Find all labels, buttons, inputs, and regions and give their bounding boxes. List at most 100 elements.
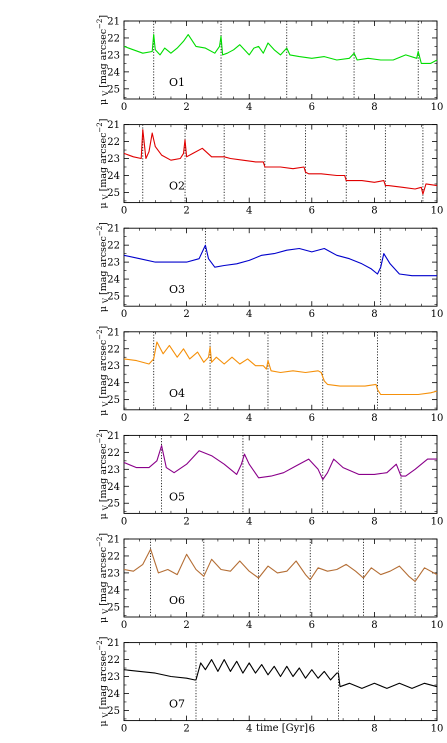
x-tick-label: 2 xyxy=(183,102,189,113)
x-tick-label: 10 xyxy=(431,309,444,320)
y-tick-label: 23 xyxy=(107,672,120,683)
y-tick-label: 21 xyxy=(107,535,120,546)
x-tick-label: 4 xyxy=(246,620,252,631)
y-tick-label: 23 xyxy=(107,465,120,476)
y-axis-title: μ V [mag arcsec−2] xyxy=(96,15,110,105)
y-tick-label: 21 xyxy=(107,327,120,338)
panel-label: O2 xyxy=(169,180,185,193)
y-axis-title: μ V [mag arcsec−2] xyxy=(96,119,110,209)
panel-label: O1 xyxy=(169,76,185,89)
y-axis-title-exp: −2 xyxy=(96,329,104,339)
y-tick-label: 25 xyxy=(107,84,120,95)
series-line-o5 xyxy=(123,445,437,481)
x-tick-label: 0 xyxy=(121,309,127,320)
x-tick-label: 0 xyxy=(121,413,127,424)
y-axis-title-close: ] xyxy=(98,119,109,123)
x-tick-label: 6 xyxy=(309,206,315,217)
y-axis-title-close: ] xyxy=(98,533,109,537)
x-tick-label: 8 xyxy=(371,413,377,424)
x-tick-label: 2 xyxy=(183,516,189,527)
y-axis-title-mu: μ xyxy=(98,303,109,312)
x-tick-label: 6 xyxy=(309,102,315,113)
x-tick-label: 2 xyxy=(183,206,189,217)
x-tick-label: 4 xyxy=(246,206,252,217)
series-line-o1 xyxy=(123,34,438,64)
y-axis-title-close: ] xyxy=(98,429,109,433)
x-tick-label: 2 xyxy=(183,724,189,735)
y-axis-title-unit: [mag arcsec xyxy=(98,547,109,609)
y-axis-title-sub: V xyxy=(102,711,110,718)
x-tick-label: 10 xyxy=(431,620,444,631)
series-line-o6 xyxy=(123,548,438,582)
y-axis-title-mu: μ xyxy=(98,199,109,208)
y-tick-label: 24 xyxy=(107,67,120,78)
x-tick-label: 8 xyxy=(371,102,377,113)
panel-label: O3 xyxy=(169,283,185,296)
y-axis-title-sub: V xyxy=(102,401,110,408)
y-axis-title-exp: −2 xyxy=(96,537,104,547)
x-tick-label: 8 xyxy=(371,724,377,735)
y-tick-label: 23 xyxy=(107,154,120,165)
y-tick-label: 22 xyxy=(107,33,120,44)
y-tick-label: 24 xyxy=(107,275,120,286)
y-axis-title-exp: −2 xyxy=(96,433,104,443)
y-axis-title-close: ] xyxy=(98,637,109,641)
y-axis-title-mu: μ xyxy=(98,717,109,726)
x-tick-label: 4 xyxy=(246,413,252,424)
y-tick-label: 21 xyxy=(107,431,120,442)
panel-label: O5 xyxy=(169,490,185,503)
x-tick-label: 4 xyxy=(246,102,252,113)
y-axis-title: μ V [mag arcsec−2] xyxy=(96,429,110,519)
y-tick-label: 23 xyxy=(107,258,120,269)
series-line-o2 xyxy=(123,129,438,195)
y-axis-title-close: ] xyxy=(98,326,109,330)
y-axis-title-mu: μ xyxy=(98,510,109,519)
x-tick-label: 8 xyxy=(371,516,377,527)
x-tick-label: 6 xyxy=(309,724,315,735)
y-tick-label: 24 xyxy=(107,689,120,700)
y-tick-label: 22 xyxy=(107,241,120,252)
series-line-o3 xyxy=(123,244,437,277)
y-axis-title-sub: V xyxy=(102,297,110,304)
y-tick-label: 21 xyxy=(107,17,120,28)
y-axis-title-unit: [mag arcsec xyxy=(98,340,109,402)
panel-label: O7 xyxy=(169,698,185,711)
y-axis-title-sub: V xyxy=(102,504,110,511)
y-axis-title-sub: V xyxy=(102,608,110,615)
x-tick-label: 8 xyxy=(371,206,377,217)
y-tick-label: 25 xyxy=(107,499,120,510)
x-tick-label: 0 xyxy=(121,516,127,527)
y-axis-title-unit: [mag arcsec xyxy=(98,236,109,298)
y-axis-title-exp: −2 xyxy=(96,640,104,650)
series-line-o7 xyxy=(123,659,438,689)
y-tick-label: 23 xyxy=(107,361,120,372)
y-tick-label: 21 xyxy=(107,224,120,235)
x-tick-label: 10 xyxy=(431,413,444,424)
y-axis-title: μ V [mag arcsec−2] xyxy=(96,533,110,623)
y-tick-label: 25 xyxy=(107,706,120,717)
x-tick-label: 0 xyxy=(121,102,127,113)
x-tick-label: 0 xyxy=(121,206,127,217)
x-tick-label: 2 xyxy=(183,620,189,631)
y-tick-label: 24 xyxy=(107,482,120,493)
y-tick-label: 25 xyxy=(107,602,120,613)
y-tick-label: 25 xyxy=(107,395,120,406)
y-tick-label: 24 xyxy=(107,378,120,389)
x-tick-label: 4 xyxy=(246,516,252,527)
x-tick-label: 2 xyxy=(183,309,189,320)
x-tick-label: 8 xyxy=(371,309,377,320)
y-axis-title-exp: −2 xyxy=(96,19,104,29)
x-tick-label: 10 xyxy=(431,102,444,113)
x-tick-label: 6 xyxy=(309,413,315,424)
y-tick-label: 22 xyxy=(107,655,120,666)
y-tick-label: 22 xyxy=(107,137,120,148)
y-axis-title-mu: μ xyxy=(98,96,109,105)
